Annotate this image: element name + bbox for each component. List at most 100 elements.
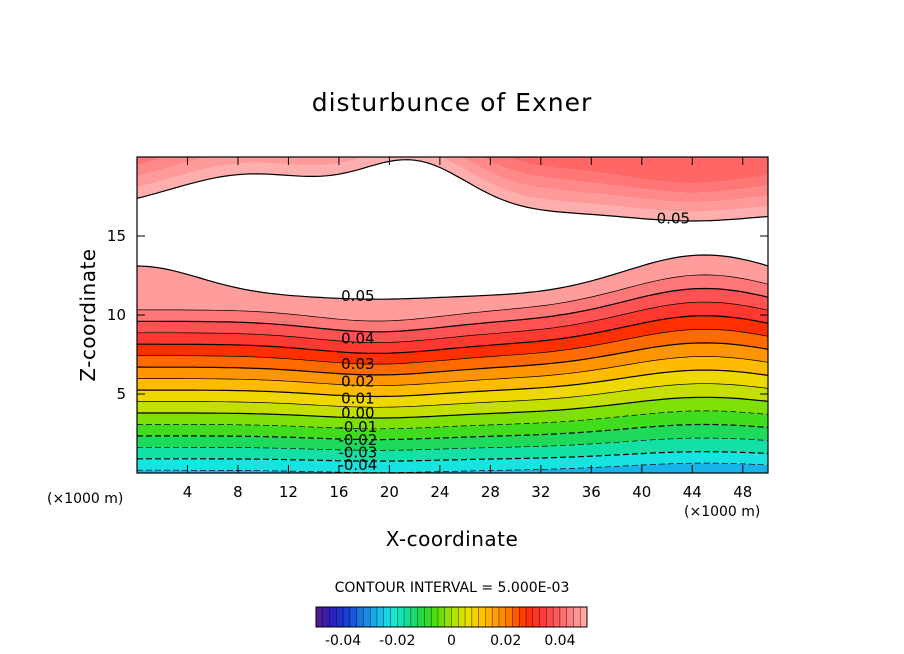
contour-labels: 0.05 0.04 0.030.020.010.00-0.01-0.02-0.03-… xyxy=(338,210,690,474)
colorbar-swatch xyxy=(478,607,486,627)
contour-line xyxy=(137,274,768,322)
colorbar-swatch xyxy=(390,607,398,627)
contour-line xyxy=(137,315,768,355)
colorbar-swatch xyxy=(505,607,513,627)
x-tick-label: 40 xyxy=(632,483,651,501)
x-axis-unit-left: (×1000 m) xyxy=(47,491,123,507)
contour-label: 0.05 xyxy=(657,210,690,228)
x-tick-label: 28 xyxy=(481,483,500,501)
axis-ticks xyxy=(137,157,768,473)
colorbar-swatch xyxy=(383,607,391,627)
contour-band xyxy=(137,410,768,440)
contour-lines xyxy=(137,159,768,519)
x-tick-label: 44 xyxy=(683,483,702,501)
plot-area: 0.05 0.04 0.030.020.010.00-0.01-0.02-0.03-… xyxy=(136,156,769,519)
colorbar-swatch xyxy=(336,607,344,627)
colorbar-swatch xyxy=(492,607,500,627)
x-tick-label: 24 xyxy=(430,483,449,501)
colorbar-swatch xyxy=(526,607,534,627)
contour-band xyxy=(137,481,768,519)
x-tick-label: 4 xyxy=(183,483,193,501)
contour-line xyxy=(137,356,768,387)
colorbar-tick-label: 0.04 xyxy=(544,633,575,649)
colorbar-swatch xyxy=(566,607,574,627)
contour-label: -0.01 xyxy=(338,418,377,436)
contour-line xyxy=(137,342,768,376)
contour-band-upper xyxy=(137,157,768,221)
contour-label: 0.01 xyxy=(341,390,374,408)
contour-label: -0.04 xyxy=(338,456,377,474)
colorbar-swatch xyxy=(431,607,439,627)
contour-band xyxy=(137,356,768,397)
contour-label: 0.02 xyxy=(341,372,374,390)
contour-line xyxy=(137,383,768,408)
contour-line xyxy=(137,328,768,365)
contour-band xyxy=(137,475,768,496)
y-axis-title: Z-coordinate xyxy=(76,248,100,381)
colorbar-swatch xyxy=(553,607,561,627)
contour-line xyxy=(137,287,768,333)
x-tick-label: 48 xyxy=(733,483,752,501)
contour-line xyxy=(137,437,768,451)
colorbar-swatch xyxy=(329,607,337,627)
contour-line xyxy=(137,486,768,496)
contour-band-upper xyxy=(506,157,768,184)
contour-band xyxy=(137,383,768,418)
colorbar-swatch xyxy=(397,607,405,627)
chart-title: disturbunce of Exner xyxy=(312,88,593,117)
contour-label: 0.04 xyxy=(341,330,374,348)
colorbar-swatch xyxy=(349,607,357,627)
colorbar-swatch xyxy=(471,607,479,627)
y-tick-labels: 5 10 15 xyxy=(107,227,126,403)
contour-band xyxy=(137,329,768,375)
x-tick-label: 12 xyxy=(279,483,298,501)
colorbar-swatch xyxy=(363,607,371,627)
contour-band-upper xyxy=(137,157,768,202)
contour-band xyxy=(137,315,768,365)
colorbar-swatch xyxy=(417,607,425,627)
contour-line xyxy=(137,369,768,398)
contour-line xyxy=(137,396,768,419)
contour-line xyxy=(137,254,768,300)
contour-band xyxy=(137,255,768,321)
x-tick-label: 8 xyxy=(233,483,243,501)
colorbar-swatch xyxy=(559,607,567,627)
colorbar-frame xyxy=(315,606,588,628)
x-axis-unit-right: (×1000 m) xyxy=(684,504,760,520)
contour-line xyxy=(137,475,768,485)
contour-band xyxy=(137,486,768,507)
contour-band-upper xyxy=(137,157,768,193)
contour-line xyxy=(137,498,768,508)
contour-line xyxy=(137,509,768,519)
contour-band xyxy=(137,463,768,473)
x-axis-title: X-coordinate xyxy=(386,527,519,551)
colorbar-swatch xyxy=(316,607,324,627)
colorbar-swatch xyxy=(458,607,466,627)
contour-label: -0.02 xyxy=(338,431,377,449)
contour-band xyxy=(137,498,768,519)
colorbar-swatch xyxy=(465,607,473,627)
colorbar-swatch xyxy=(532,607,540,627)
contour-band xyxy=(137,288,768,343)
colorbar-swatch xyxy=(539,607,547,627)
filled-contour-bands xyxy=(137,157,768,519)
contour-line xyxy=(137,423,768,441)
colorbar-swatch xyxy=(437,607,446,627)
contour-band-upper xyxy=(137,157,768,212)
colorbar-swatch xyxy=(356,607,364,627)
y-tick-label: 15 xyxy=(107,227,126,245)
contour-line xyxy=(137,451,768,462)
x-tick-label: 32 xyxy=(531,483,550,501)
colorbar-swatch xyxy=(343,607,351,627)
y-tick-label: 5 xyxy=(116,385,126,403)
colorbar-swatch xyxy=(512,607,520,627)
contour-interval-text: CONTOUR INTERVAL = 5.000E-03 xyxy=(335,580,570,596)
contour-line xyxy=(137,410,768,430)
x-tick-label: 16 xyxy=(329,483,348,501)
colorbar-swatch xyxy=(580,607,588,627)
contour-band xyxy=(137,274,768,332)
colorbar-swatch xyxy=(519,607,527,627)
colorbar-swatch xyxy=(322,607,330,627)
contour-band xyxy=(137,370,768,408)
